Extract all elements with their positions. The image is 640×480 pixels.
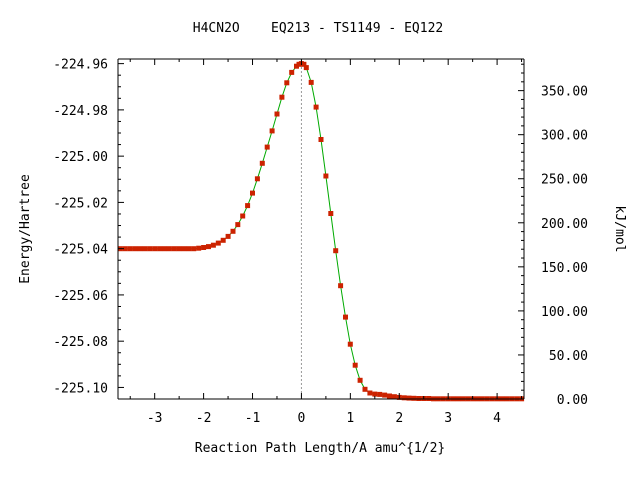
x-tick-label: -2 [196, 411, 212, 426]
x-axis-label: Reaction Path Length/A amu^{1/2} [195, 441, 445, 456]
data-point [301, 61, 307, 67]
y2-tick-label: 100.00 [541, 305, 588, 320]
y-tick-label: -224.96 [53, 58, 108, 73]
data-point [235, 222, 241, 228]
data-point [367, 390, 373, 396]
data-point [338, 283, 344, 289]
y-tick-label: -225.06 [53, 289, 108, 304]
data-point [357, 377, 363, 383]
y2-tick-label: 300.00 [541, 129, 588, 144]
y2-axis-label: kJ/mol [612, 206, 627, 253]
data-point [328, 211, 334, 216]
data-point [254, 176, 260, 182]
data-point [230, 228, 236, 234]
data-point [387, 393, 392, 399]
y-axis-label: Energy/Hartree [18, 174, 33, 284]
y-tick-label: -225.08 [53, 335, 108, 350]
data-point [279, 94, 285, 100]
x-tick-label: 2 [395, 411, 403, 426]
data-point [201, 245, 207, 250]
data-point [191, 246, 197, 252]
data-point [215, 240, 221, 246]
x-tick-label: 4 [493, 411, 501, 426]
axes: -224.96 -224.98 -225.00 -225.02 -225.04 -225.… [53, 58, 588, 426]
data-point [132, 246, 138, 252]
data-point [142, 246, 148, 252]
data-point [196, 245, 202, 251]
data-point [240, 213, 246, 219]
data-point [274, 111, 280, 117]
y-tick-label: -225.10 [53, 381, 108, 396]
data-point [303, 65, 309, 71]
x-tick-label: 1 [346, 411, 354, 426]
x-tick-label: -1 [245, 411, 261, 426]
y2-tick-label: 200.00 [541, 217, 588, 232]
chart-title: H4CN2O EQ213 - TS1149 - EQ122 [193, 21, 443, 36]
data-point [181, 246, 187, 252]
data-point [171, 246, 177, 252]
data-point [162, 246, 167, 252]
data-point [382, 392, 388, 398]
data-point [225, 233, 231, 239]
data-point [157, 246, 163, 252]
data-point [147, 246, 153, 252]
data-point [284, 80, 290, 86]
data-point [411, 395, 417, 401]
data-point [308, 79, 314, 85]
data-point [391, 394, 397, 400]
data-point [377, 391, 383, 397]
data-point [264, 144, 270, 150]
data-point [318, 137, 324, 142]
data-point [352, 362, 358, 368]
x-tick-label: 3 [444, 411, 452, 426]
plot-marks [117, 59, 525, 402]
data-point [343, 314, 348, 320]
y2-tick-label: 50.00 [549, 349, 588, 364]
data-point [333, 248, 339, 254]
data-point [269, 128, 275, 134]
data-point [176, 246, 182, 252]
data-point [127, 246, 133, 252]
x-tick-label: -3 [147, 411, 163, 426]
series-line [120, 63, 522, 400]
y-tick-label: -225.04 [53, 243, 108, 258]
data-point [166, 246, 172, 252]
data-point [210, 242, 216, 248]
data-point [206, 244, 211, 250]
data-point [313, 104, 319, 110]
data-point [323, 173, 329, 179]
data-point [250, 190, 255, 196]
data-point [372, 391, 378, 397]
data-point [152, 246, 158, 252]
data-point [259, 160, 265, 166]
data-point [186, 246, 192, 252]
y2-tick-label: 250.00 [541, 173, 588, 188]
y2-tick-label: 150.00 [541, 261, 588, 276]
y2-tick-label: 350.00 [541, 85, 588, 100]
y-tick-label: -224.98 [53, 104, 108, 119]
data-point [401, 395, 407, 401]
data-point [362, 386, 368, 392]
y-tick-label: -225.02 [53, 196, 108, 211]
y-tick-label: -225.00 [53, 150, 108, 165]
data-point [289, 69, 295, 75]
data-point [122, 246, 128, 252]
data-point [406, 395, 412, 401]
x-tick-label: 0 [298, 411, 306, 426]
data-point [347, 341, 353, 347]
data-point [220, 237, 226, 243]
data-point [245, 203, 251, 209]
data-point [137, 246, 143, 252]
y2-tick-label: 0.00 [557, 393, 588, 408]
